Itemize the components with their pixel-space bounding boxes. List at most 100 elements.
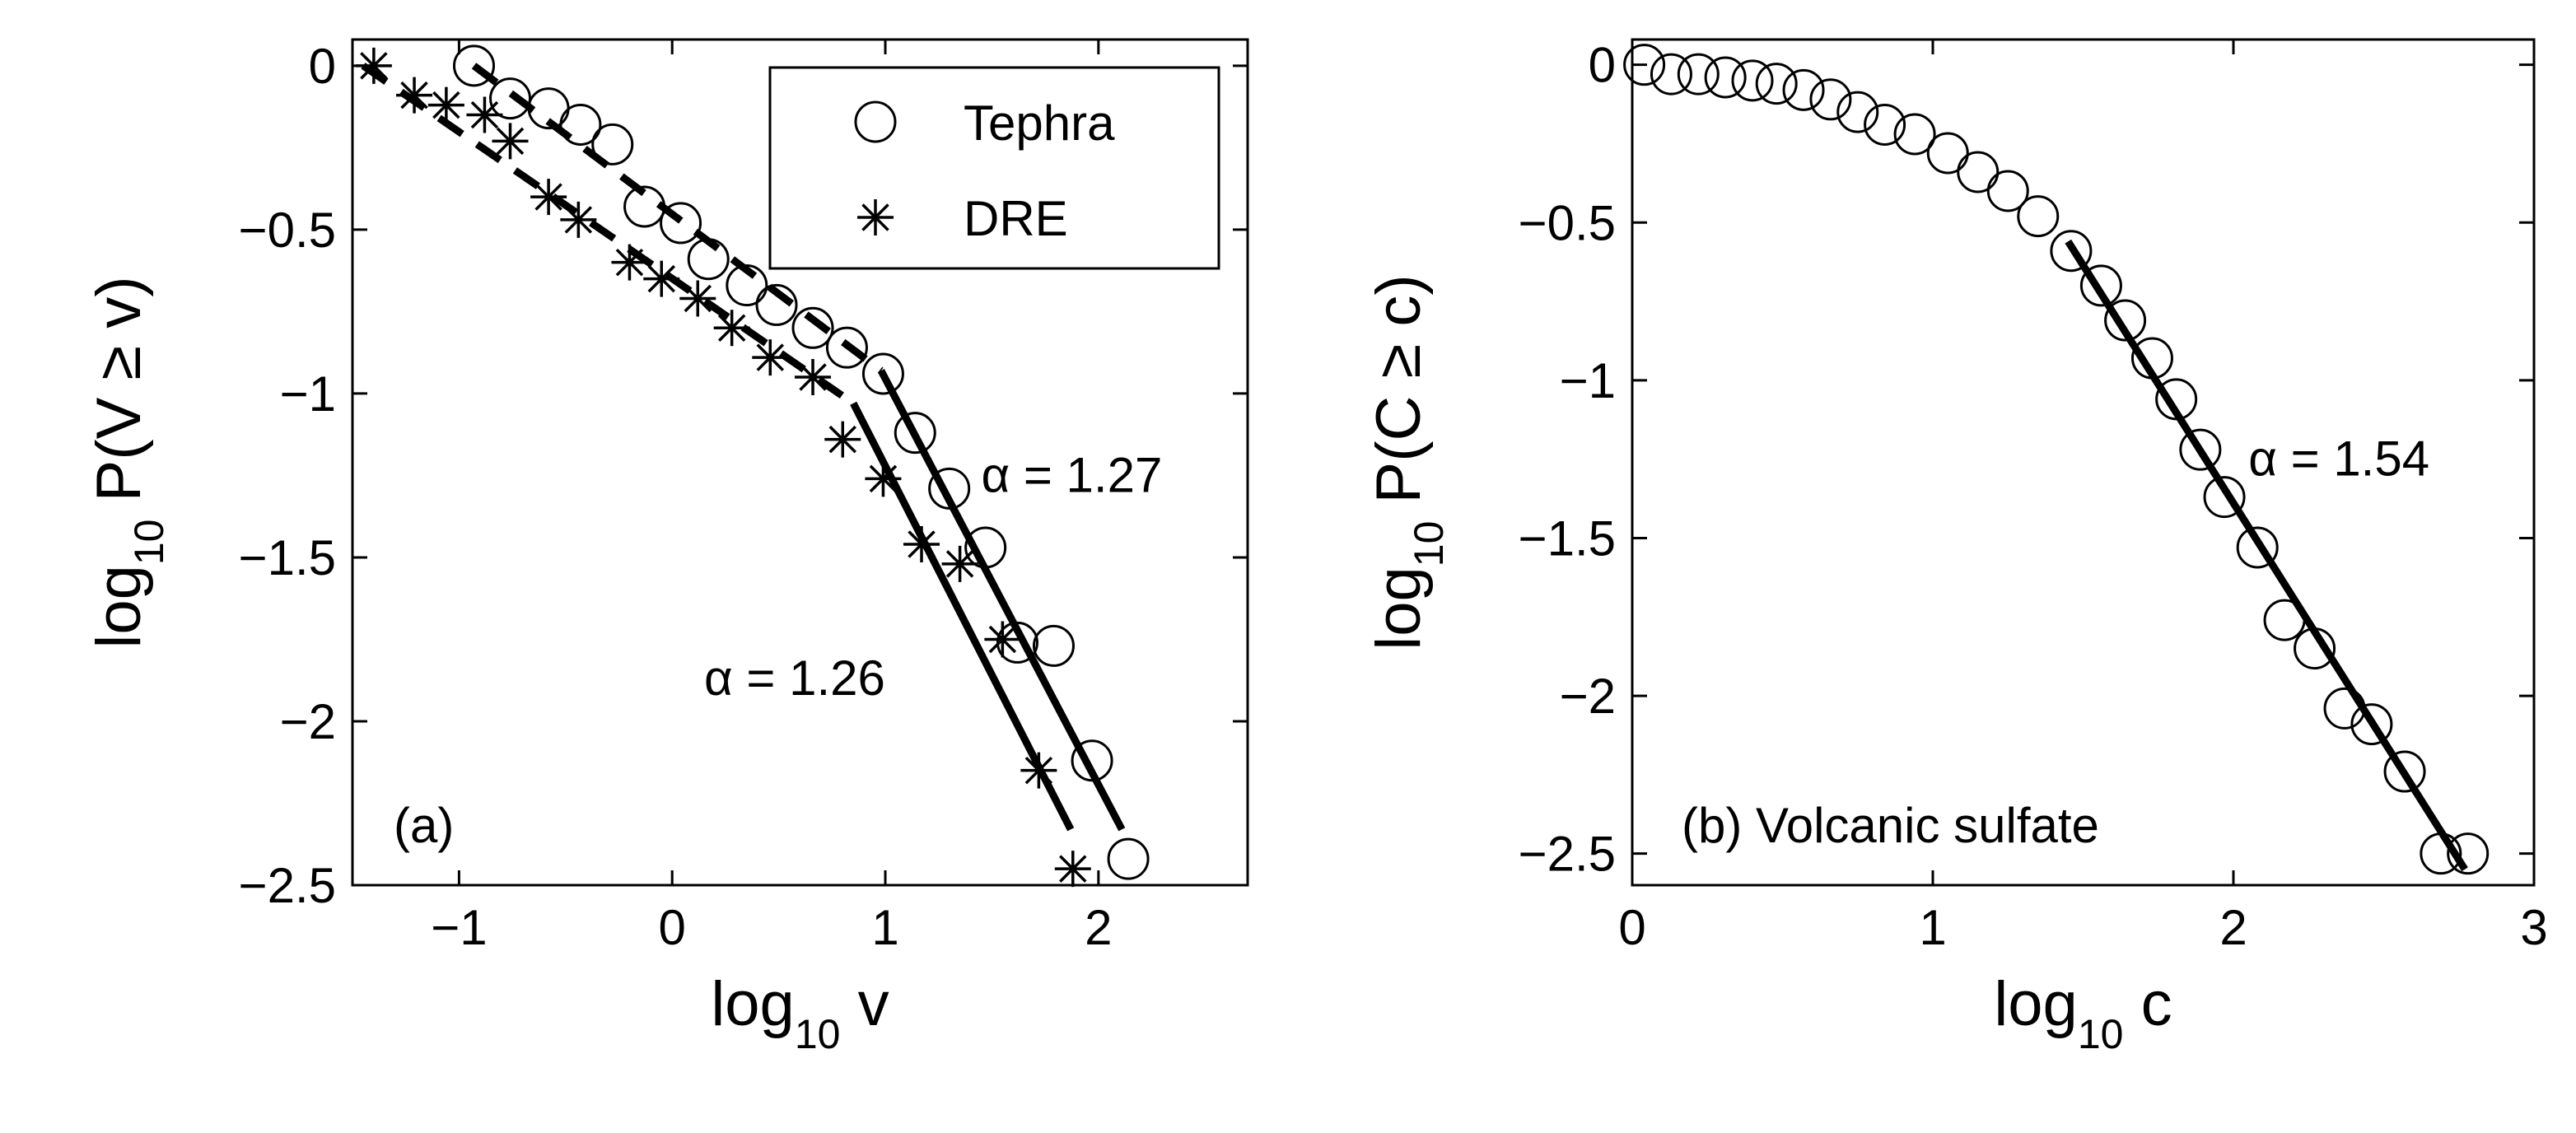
y-tick-label: −2.5 bbox=[1519, 827, 1616, 882]
data-point-circle bbox=[2050, 230, 2093, 273]
fit-line-dashed bbox=[471, 63, 884, 374]
data-point-circle bbox=[1864, 103, 1906, 146]
data-point-asterisk bbox=[1020, 752, 1057, 789]
data-point-circle bbox=[1893, 113, 1936, 156]
fit-line-solid bbox=[877, 368, 1126, 832]
data-point-circle bbox=[2350, 703, 2393, 746]
data-point-circle bbox=[2294, 627, 2336, 670]
data-point-circle bbox=[726, 264, 768, 307]
data-point-circle bbox=[2203, 476, 2246, 519]
y-tick-label: 0 bbox=[1589, 38, 1616, 93]
y-tick-label: −2 bbox=[1560, 669, 1616, 724]
legend-entry-label: Tephra bbox=[964, 96, 1115, 151]
x-axis-label-rest: v bbox=[840, 969, 889, 1039]
data-point-asterisk bbox=[466, 96, 503, 133]
data-point-circle bbox=[1755, 63, 1798, 105]
data-point-circle bbox=[1071, 739, 1113, 782]
data-point-circle bbox=[1107, 837, 1150, 880]
x-tick-label: 2 bbox=[2219, 900, 2247, 955]
data-point-circle bbox=[755, 283, 798, 326]
data-point-asterisk bbox=[396, 77, 433, 114]
data-point-circle bbox=[1650, 53, 1692, 96]
fit-line-solid bbox=[2065, 239, 2468, 872]
data-point-circle bbox=[2236, 526, 2279, 569]
legend-box bbox=[768, 66, 1220, 270]
y-tick-label: 0 bbox=[309, 39, 336, 94]
data-point-circle bbox=[1704, 56, 1747, 99]
y-tick-label: −1 bbox=[1560, 353, 1616, 408]
data-point-circle bbox=[1836, 91, 1879, 133]
y-axis-label: log10 P(V ≥ v) bbox=[84, 276, 172, 648]
x-tick-label: 0 bbox=[1618, 900, 1645, 955]
x-tick-label: 2 bbox=[1085, 900, 1112, 955]
data-point-circle bbox=[489, 77, 532, 120]
legend-marker-asterisk bbox=[857, 199, 894, 235]
x-axis-label-base: log bbox=[1994, 969, 2077, 1039]
y-axis-label: log10 P(C ≥ c) bbox=[1364, 274, 1452, 650]
data-point-circle bbox=[2383, 750, 2426, 793]
x-tick-label: 0 bbox=[659, 900, 686, 955]
data-point-asterisk bbox=[530, 179, 567, 216]
data-point-asterisk bbox=[560, 201, 597, 238]
data-point-circle bbox=[559, 103, 602, 146]
data-point-asterisk bbox=[713, 310, 750, 347]
slope-annotation: α = 1.54 bbox=[2248, 431, 2429, 487]
data-point-circle bbox=[591, 123, 634, 166]
x-tick-label: 3 bbox=[2520, 900, 2547, 955]
y-tick-label: −2.5 bbox=[239, 858, 336, 913]
x-tick-label: 1 bbox=[1919, 900, 1946, 955]
data-point-circle bbox=[660, 202, 702, 245]
data-point-asterisk bbox=[865, 460, 902, 497]
data-point-circle bbox=[1957, 151, 2000, 193]
data-point-circle bbox=[1926, 132, 1969, 175]
data-point-circle bbox=[1623, 44, 1666, 86]
data-point-circle bbox=[1677, 53, 1720, 96]
data-point-circle bbox=[453, 44, 496, 87]
x-axis-label-subscript: 10 bbox=[2078, 1011, 2124, 1057]
y-tick-label: −1 bbox=[280, 366, 336, 422]
x-axis-label: log10 v bbox=[711, 969, 889, 1057]
y-tick-label: −0.5 bbox=[239, 203, 336, 258]
x-axis-label-base: log bbox=[711, 969, 794, 1039]
data-point-circle bbox=[791, 306, 834, 349]
data-point-circle bbox=[964, 526, 1007, 569]
data-point-circle bbox=[2323, 687, 2366, 730]
data-point-circle bbox=[928, 467, 971, 510]
data-point-circle bbox=[2017, 195, 2060, 238]
data-point-asterisk bbox=[611, 244, 648, 281]
legend-marker-circle bbox=[854, 100, 897, 143]
x-tick-label: 1 bbox=[871, 900, 898, 955]
data-point-circle bbox=[623, 185, 666, 228]
y-axis-label-base: log bbox=[1364, 566, 1434, 650]
y-axis-label-rest: P(C ≥ c) bbox=[1364, 274, 1434, 520]
data-point-circle bbox=[2104, 299, 2147, 342]
data-point-asterisk bbox=[984, 621, 1021, 658]
plot-frame bbox=[351, 38, 1249, 887]
y-axis-label-subscript: 10 bbox=[126, 520, 172, 566]
y-axis-label-rest: P(V ≥ v) bbox=[84, 276, 154, 519]
plot-frame bbox=[1631, 38, 2536, 887]
x-axis-label: log10 c bbox=[1994, 969, 2172, 1057]
data-point-asterisk bbox=[824, 421, 861, 458]
data-point-asterisk bbox=[795, 359, 832, 396]
data-point-asterisk bbox=[679, 280, 716, 317]
data-point-asterisk bbox=[1054, 851, 1091, 888]
x-axis-label-subscript: 10 bbox=[795, 1011, 841, 1057]
y-axis-label-subscript: 10 bbox=[1406, 521, 1452, 567]
data-point-circle bbox=[2447, 832, 2490, 875]
data-point-asterisk bbox=[941, 545, 978, 582]
data-point-circle bbox=[1986, 170, 2029, 212]
data-point-asterisk bbox=[492, 123, 529, 160]
panel-label: (a) bbox=[394, 798, 454, 853]
slope-annotation: α = 1.26 bbox=[704, 650, 885, 706]
data-point-circle bbox=[1809, 78, 1852, 121]
slope-annotation: α = 1.27 bbox=[981, 447, 1162, 502]
data-point-circle bbox=[825, 326, 868, 369]
data-point-circle bbox=[1782, 68, 1825, 111]
x-tick-label: −1 bbox=[431, 900, 487, 955]
data-point-circle bbox=[2155, 378, 2198, 421]
series-dre bbox=[355, 47, 1091, 888]
